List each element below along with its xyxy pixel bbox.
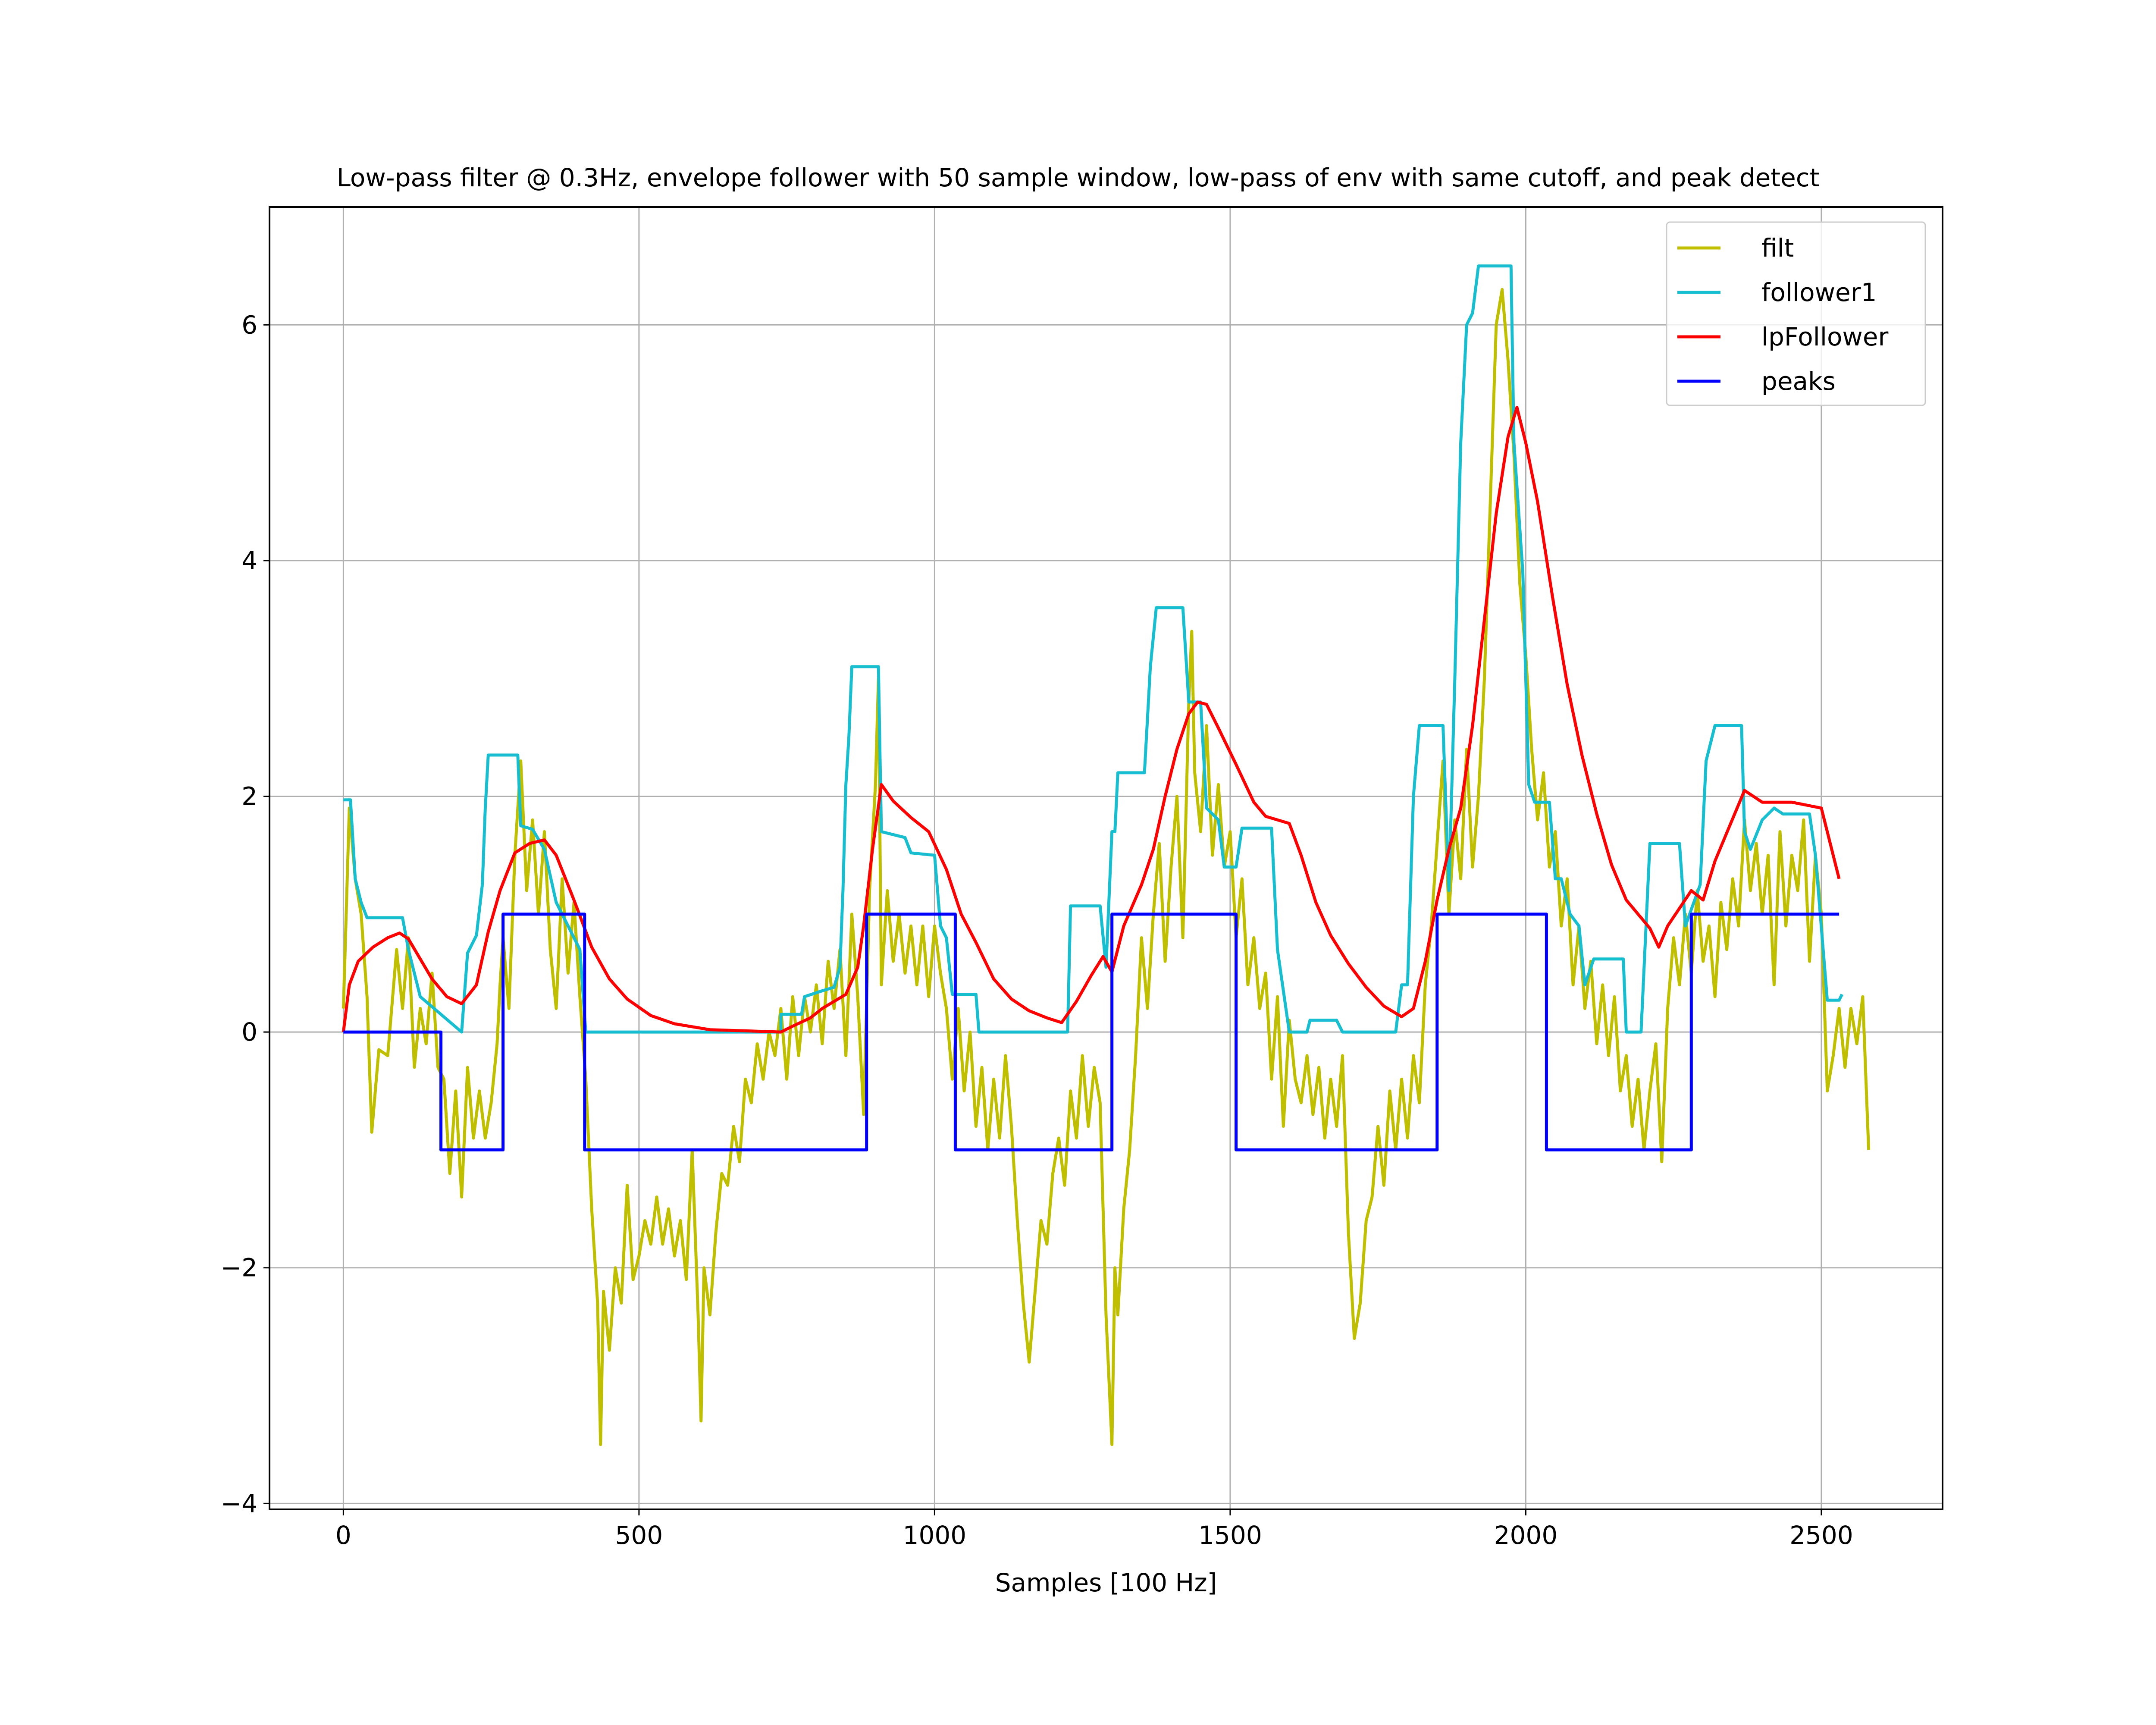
- legend-box: [1666, 221, 1926, 406]
- y-tick-label: 2: [241, 782, 257, 811]
- x-tick-label: 1500: [1198, 1521, 1262, 1550]
- y-tick-label: 4: [241, 546, 257, 575]
- y-tick-label: 6: [241, 310, 257, 339]
- legend-label-lpfollower: lpFollower: [1761, 322, 1889, 351]
- x-tick-label: 2500: [1789, 1521, 1853, 1550]
- series-line-peaks: [343, 913, 1839, 1151]
- y-tick-label: −4: [221, 1489, 258, 1518]
- axes-frame: [269, 206, 1943, 1510]
- x-axis: 0 500 1000 1500 2000 2500: [335, 1509, 1853, 1550]
- chart-title: Low-pass filter @ 0.3Hz, envelope follow…: [337, 163, 1820, 192]
- series-line-lpfollower: [342, 406, 1841, 1034]
- y-axis: −4 −2 0 2 4 6: [221, 310, 270, 1518]
- x-tick-label: 2000: [1494, 1521, 1558, 1550]
- legend-label-filt: filt: [1761, 233, 1794, 263]
- plot-area: [342, 264, 1871, 1446]
- x-tick-label: 500: [615, 1521, 663, 1550]
- x-tick-label: 0: [335, 1521, 351, 1550]
- x-axis-label: Samples [100 Hz]: [995, 1568, 1217, 1597]
- legend-label-follower1: follower1: [1761, 278, 1877, 307]
- y-tick-label: 0: [241, 1017, 257, 1047]
- legend-label-peaks: peaks: [1761, 367, 1836, 396]
- x-tick-label: 1000: [903, 1521, 967, 1550]
- y-tick-label: −2: [221, 1253, 258, 1283]
- series-line-filt: [342, 288, 1871, 1446]
- legend: filt follower1 lpFollower peaks: [1666, 221, 1926, 406]
